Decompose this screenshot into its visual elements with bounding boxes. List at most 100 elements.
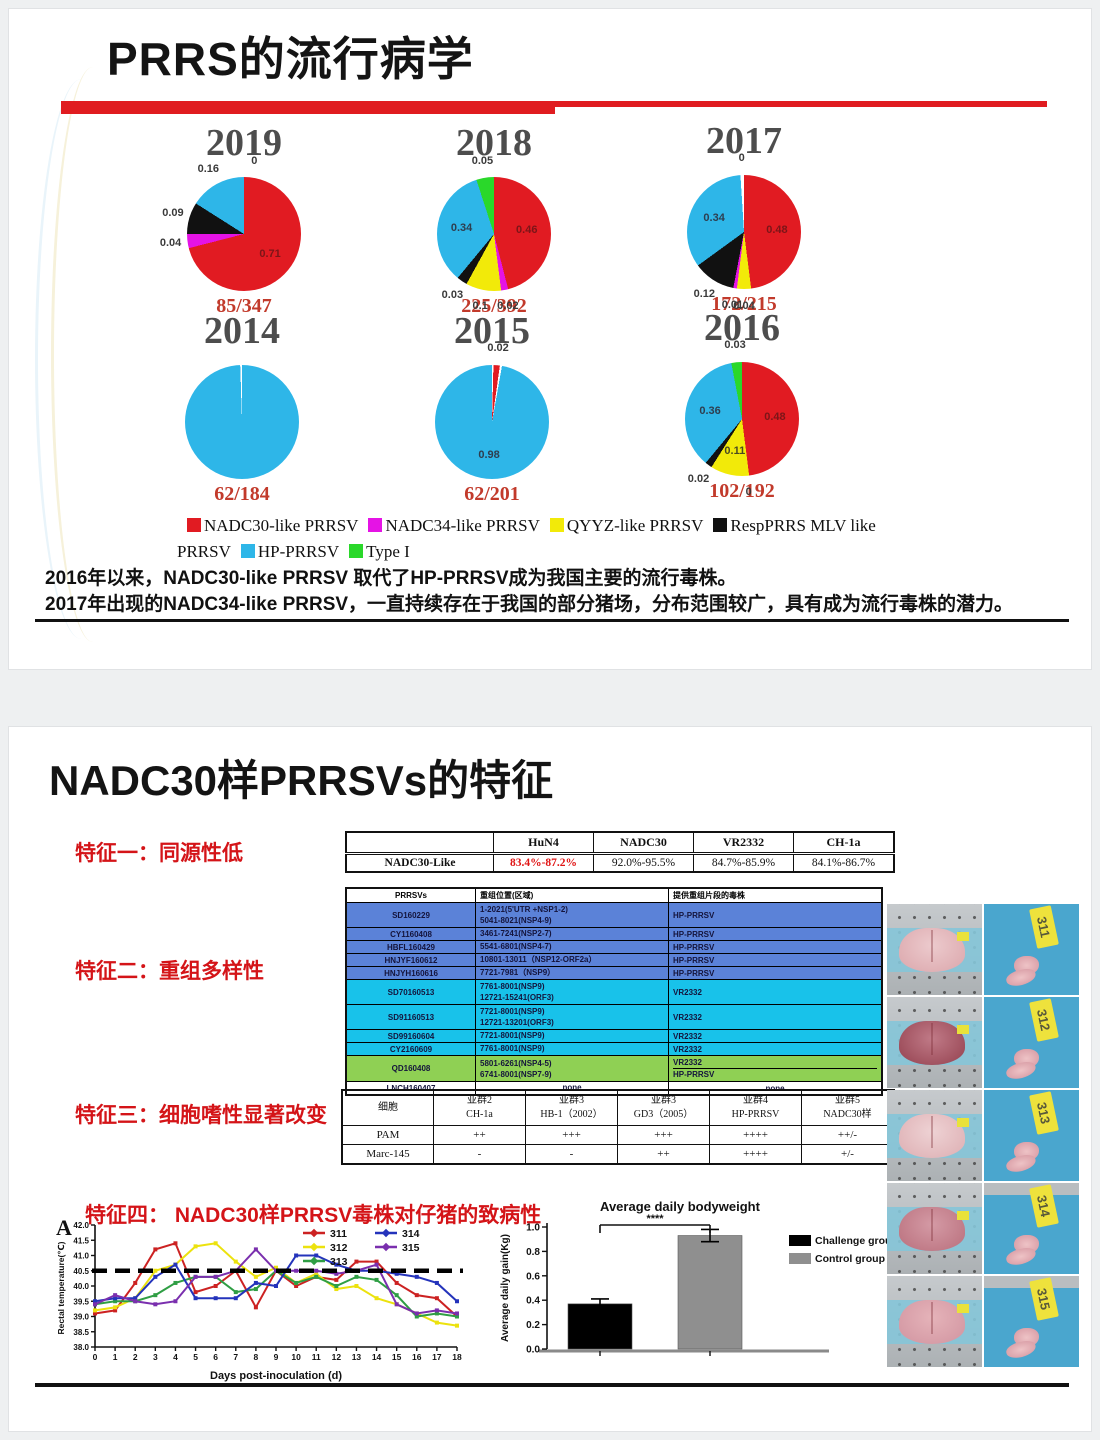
svg-text:****: **** (646, 1213, 664, 1225)
piglet-photo-grid: 311 312 313 314 315 (887, 904, 1081, 1369)
cell-line: 细胞 (378, 1102, 398, 1113)
recombination-table-container: PRRSVs 重组位置(区域) 提供重组片段的毒株 SD160229 1-2021(5'… (345, 887, 883, 1096)
pie-graphic-wrap: 0.02 0.98 (435, 342, 549, 479)
cell-line: 10801-13011（NSP12-ORF2a） (480, 955, 597, 964)
svg-text:0.2: 0.2 (526, 1320, 540, 1331)
cell-line: HP-PRRSV (673, 1068, 877, 1080)
homology-table: HuN4 NADC30 VR2332 CH-1a NADC30-Like 83.4%-87… (345, 831, 895, 873)
table-cell: NADC30 (593, 831, 694, 855)
cell-line: CH-1a (466, 1109, 493, 1120)
table-header-row: 细胞 亚群2 CH-1a 亚群3 HB-1（2002） 亚群3 GD3（2005） 亚群4 HP… (341, 1089, 895, 1126)
svg-text:1: 1 (113, 1352, 118, 1362)
table-row: QD160408 5801-6261(NSP4-5) 6741-8001(NSP7-… (345, 1055, 883, 1082)
table-cell: 亚群3 HB-1（2002） (525, 1089, 618, 1126)
table-cell: ++ (433, 1125, 526, 1145)
legend-label: RespPRRS MLV like PRRSV (177, 516, 876, 562)
pie-graphic-wrap (185, 364, 299, 479)
cell-line: 6741-8001(NSP7-9) (480, 1069, 552, 1079)
legend-item: RespPRRS MLV like PRRSV (177, 516, 876, 561)
legend-swatch-magenta (368, 518, 383, 532)
lung-specimen (899, 1021, 965, 1065)
mini-tag (957, 1025, 969, 1034)
table-cell: HP-PRRSV (668, 966, 883, 980)
legend-swatch-black (713, 518, 728, 532)
pie-slice-label: 0.04 (159, 237, 182, 250)
legend-label: Type I (366, 542, 410, 562)
svg-text:0.0: 0.0 (526, 1345, 540, 1356)
cell-line: 亚群5 (835, 1095, 860, 1106)
cell-line: NADC30样 (823, 1109, 872, 1120)
table-cell: CH-1a (793, 831, 895, 855)
cell-line: VR2332 (673, 1031, 702, 1041)
feature-3-label: 特征三：细胞嗜性显著改变 (75, 1104, 327, 1127)
table-cell: HP-PRRSV (668, 940, 883, 954)
table-cell: ++++ (709, 1144, 802, 1165)
svg-text:41.5: 41.5 (73, 1236, 89, 1245)
cell-line: HP-PRRSV (673, 942, 715, 952)
table-cell: 7721-8001(NSP9) (475, 1029, 669, 1043)
table-cell: Marc-145 (341, 1144, 434, 1165)
recombination-table: PRRSVs 重组位置(区域) 提供重组片段的毒株 SD160229 1-2021(5'… (345, 887, 883, 1096)
tissue-photo-313: 313 (984, 1090, 1079, 1181)
pie-graphic: 0.71 0.04 0.09 0.16 0 (160, 155, 301, 291)
svg-text:4: 4 (173, 1352, 178, 1362)
year-label: 2015 (454, 310, 530, 352)
homology-table-container: HuN4 NADC30 VR2332 CH-1a NADC30-Like 83.4%-87… (345, 831, 895, 873)
pie-fraction: 85/347 (216, 294, 272, 317)
svg-text:Control group: Control group (815, 1253, 885, 1265)
slide-2-nadc30-features: NADC30样PRRSVs的特征 特征一：同源性低 特征二：重组多样性 特征三：… (8, 726, 1092, 1432)
photo-row-312: 312 (887, 997, 1081, 1088)
table-cell: VR2332 (668, 1004, 883, 1030)
pie-fraction: 225/392 (461, 294, 527, 317)
cell-line: none (562, 1083, 582, 1092)
pie-graphic: 0.46 0.02 0.1 0.03 0.34 0.05 (437, 155, 551, 312)
svg-text:41.0: 41.0 (73, 1252, 89, 1261)
cell-line: 亚群4 (743, 1095, 768, 1106)
pie-slice-label: 0.04 (733, 299, 755, 312)
pie-fraction: 62/201 (464, 482, 520, 505)
pie-chart-2014: 2014 62/184 (147, 310, 337, 511)
cell-line: 亚群3 (651, 1095, 676, 1106)
svg-text:18: 18 (452, 1352, 462, 1362)
pie-graphic-wrap: 0.48 0.04 0.01 0.12 0.34 0 (687, 152, 801, 312)
svg-text:39.0: 39.0 (73, 1313, 89, 1322)
table-cell: VR2332 HP-PRRSV (668, 1055, 883, 1082)
cell-line: HP-PRRSV (673, 929, 715, 939)
svg-text:5: 5 (193, 1352, 198, 1362)
pie-graphic-wrap: 0.71 0.04 0.09 0.16 0 (160, 155, 301, 291)
table-cell: VR2332 (668, 1042, 883, 1056)
pie-graphic: 0.48 0 0.11 0.02 0.36 0.03 (685, 339, 799, 498)
table-cell: ++++ (709, 1125, 802, 1145)
svg-text:38.5: 38.5 (73, 1328, 89, 1337)
feature-2-label: 特征二：重组多样性 (75, 960, 264, 983)
legend-label: HP-PRRSV (257, 542, 340, 562)
svg-text:1.0: 1.0 (526, 1223, 540, 1234)
lung-photo-313 (887, 1090, 982, 1181)
svg-text:6: 6 (213, 1352, 218, 1362)
cell-line: VR2332 (673, 987, 702, 997)
tissue-photo-315: 315 (984, 1276, 1079, 1367)
table-cell: 亚群2 CH-1a (433, 1089, 526, 1126)
table-cell: HuN4 (493, 831, 594, 855)
svg-text:0.8: 0.8 (526, 1247, 540, 1258)
legend-item: HP-PRRSV (231, 542, 339, 561)
slide1-bottom-rule (35, 619, 1069, 622)
table-cell: HNJYH160616 (345, 966, 476, 980)
svg-text:11: 11 (312, 1352, 321, 1362)
cell-line: 5801-6261(NSP4-5) (480, 1058, 552, 1068)
table-cell: 1-2021(5'UTR +NSP1-2) 5041-8021(NSP4-9) (475, 902, 669, 928)
table-cell: - (525, 1144, 618, 1165)
feature-1-label: 特征一：同源性低 (75, 842, 243, 865)
table-cell: 92.0%-95.5% (593, 853, 694, 873)
pie-chart-2018: 2018 0.46 0.02 0.1 0.03 0.34 0.05 225/392 (399, 122, 589, 323)
table-cell: +/- (801, 1144, 895, 1165)
table-cell: SD70160513 (345, 979, 476, 1005)
year-label: 2016 (704, 307, 780, 349)
table-row: CY2160609 7761-8001(NSP9) VR2332 (345, 1042, 883, 1056)
svg-text:17: 17 (432, 1352, 442, 1362)
tissue-blob (1004, 1059, 1038, 1082)
table-cell: 83.4%-87.2% (493, 853, 594, 873)
svg-text:A: A (56, 1215, 72, 1240)
table-cell: 亚群5 NADC30样 (801, 1089, 895, 1126)
svg-text:12: 12 (332, 1352, 342, 1362)
